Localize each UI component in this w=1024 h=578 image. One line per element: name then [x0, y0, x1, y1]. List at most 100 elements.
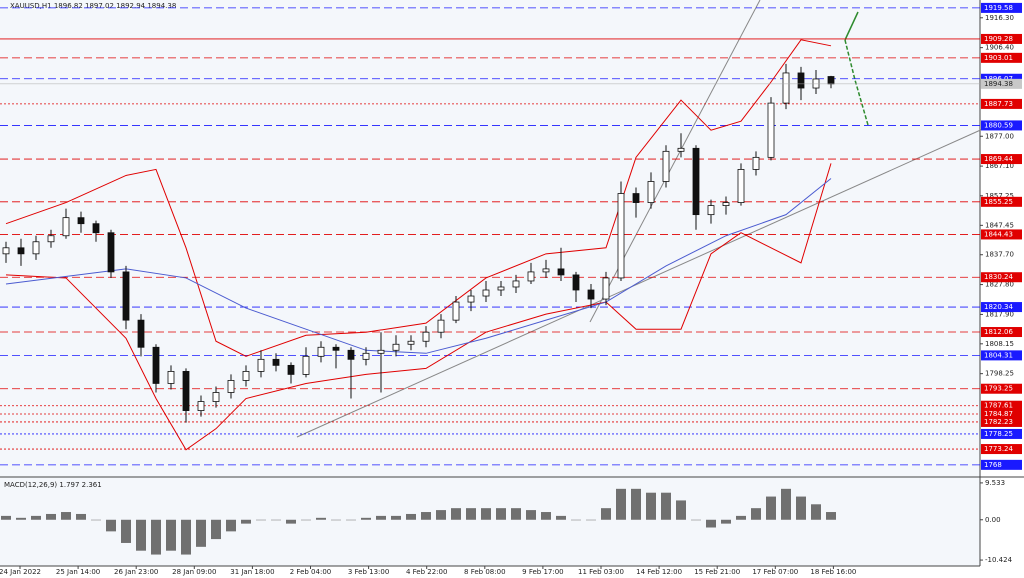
x-tick-label: 31 Jan 18:00 — [230, 568, 274, 576]
x-tick-label: 28 Jan 09:00 — [172, 568, 216, 576]
candle-body — [77, 217, 85, 225]
x-tick-label: 15 Feb 21:00 — [694, 568, 740, 576]
candle-body — [47, 235, 55, 243]
macd-bar — [106, 519, 116, 532]
y-tick-label: 1808.15 — [985, 340, 1014, 348]
macd-bar — [766, 496, 776, 520]
candle-body — [647, 181, 655, 203]
level-label-box — [981, 408, 1022, 419]
x-tick-label: 9 Feb 17:00 — [522, 568, 563, 576]
level-label-box — [981, 428, 1022, 439]
x-tick-label: 25 Jan 14:00 — [56, 568, 100, 576]
y-tick-label: -10.424 — [985, 556, 1013, 564]
indicator-line — [5, 178, 832, 354]
macd-bar — [181, 519, 191, 555]
level-label-box — [981, 416, 1022, 427]
candle-body — [452, 301, 460, 321]
macd-bar — [31, 515, 41, 520]
candle-body — [692, 147, 700, 216]
candle-body — [767, 102, 775, 158]
level-label: 1768 — [984, 461, 1002, 469]
level-label: 1896.07 — [984, 75, 1013, 83]
macd-bar — [196, 519, 206, 547]
candle-body — [527, 271, 535, 282]
candle-body — [437, 319, 445, 333]
candle-body — [467, 295, 475, 303]
level-label-box — [981, 229, 1022, 240]
candle-body — [107, 232, 115, 273]
level-label: 1782.23 — [984, 418, 1013, 426]
macd-bar — [481, 508, 491, 520]
y-tick-label: 1867.10 — [985, 162, 1014, 170]
level-label-box — [981, 383, 1022, 394]
y-tick-label: 1837.70 — [985, 251, 1014, 259]
macd-bar — [496, 508, 506, 520]
candle-body — [542, 268, 550, 273]
candle-body — [332, 346, 340, 351]
macd-bar — [61, 512, 71, 520]
candle-body — [782, 72, 790, 104]
macd-bar — [46, 513, 56, 520]
candle-body — [827, 76, 835, 85]
level-label-box — [981, 33, 1022, 44]
macd-bar — [751, 508, 761, 520]
candle-body — [272, 358, 280, 366]
level-label-box — [981, 400, 1022, 411]
macd-bar — [406, 513, 416, 520]
level-label-box — [981, 98, 1022, 109]
candle-body — [512, 280, 520, 288]
macd-bar — [511, 508, 521, 520]
macd-bar — [796, 496, 806, 520]
level-label: 1778.25 — [984, 430, 1013, 438]
y-tick-label: 1906.40 — [985, 44, 1014, 52]
current-price-box — [981, 78, 1022, 89]
level-label: 1830.24 — [984, 273, 1013, 281]
level-label-box — [981, 444, 1022, 455]
macd-bar — [811, 504, 821, 520]
macd-bar — [211, 519, 221, 540]
current-price-label: 1894.38 — [984, 80, 1013, 88]
candle-body — [632, 193, 640, 203]
candle-body — [707, 205, 715, 216]
macd-bar — [91, 519, 101, 521]
candle-body — [197, 401, 205, 411]
candle-body — [347, 349, 355, 360]
macd-bar — [436, 510, 446, 520]
macd-bar — [586, 519, 596, 521]
macd-bar — [706, 519, 716, 528]
level-label: 1784.87 — [984, 410, 1013, 418]
candle-body — [482, 289, 490, 297]
level-label-box — [981, 52, 1022, 63]
macd-bar — [646, 492, 656, 520]
y-tick-label: 1877.00 — [985, 132, 1014, 140]
x-tick-label: 24 Jan 2022 — [0, 568, 41, 576]
macd-bar — [256, 519, 266, 521]
macd-bar — [331, 519, 341, 521]
macd-bar — [556, 515, 566, 520]
macd-bar — [271, 519, 281, 521]
candle-body — [602, 277, 610, 300]
level-label-box — [981, 350, 1022, 361]
candle-body — [227, 380, 235, 393]
candle-body — [137, 319, 145, 348]
y-tick-label: 1847.45 — [985, 221, 1014, 229]
projection-arrow — [844, 39, 869, 126]
level-label-box — [981, 196, 1022, 207]
candle-body — [302, 355, 310, 375]
x-tick-label: 17 Feb 07:00 — [752, 568, 798, 576]
candle-body — [317, 346, 325, 357]
macd-bar — [151, 519, 161, 555]
candle-body — [122, 271, 130, 321]
macd-bar — [421, 512, 431, 520]
macd-bar — [391, 515, 401, 520]
candle-body — [32, 241, 40, 255]
candle-body — [167, 370, 175, 384]
macd-bar — [616, 488, 626, 520]
macd-bar — [166, 519, 176, 551]
level-label: 1793.25 — [984, 385, 1013, 393]
macd-bar — [736, 515, 746, 520]
candle-body — [407, 340, 415, 345]
candle-body — [572, 274, 580, 291]
candle-body — [677, 147, 685, 152]
candle-body — [617, 193, 625, 279]
